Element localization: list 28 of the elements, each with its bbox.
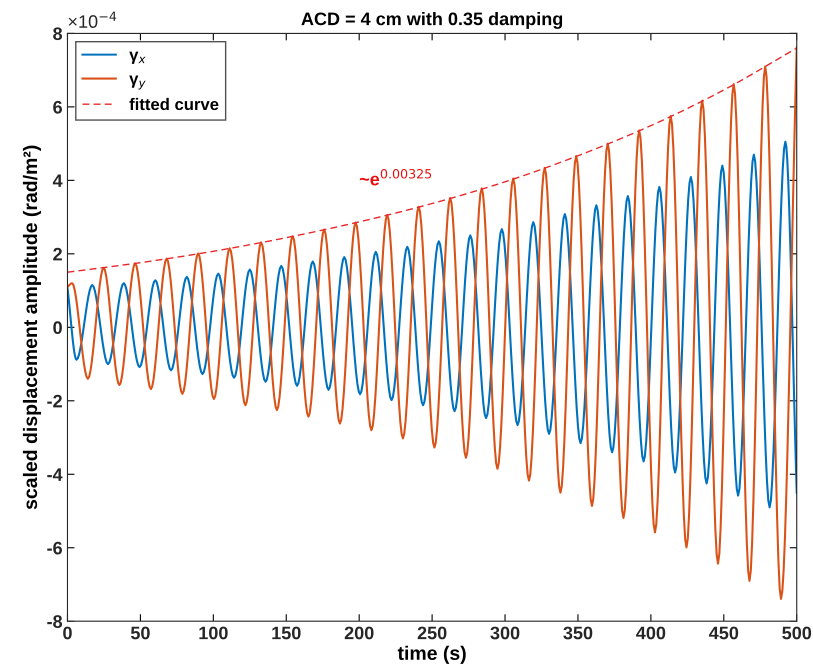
x-tick-label: 400 <box>636 626 666 640</box>
y-tick-label: 6 <box>53 100 62 114</box>
y-tick-label: 2 <box>53 248 62 260</box>
y-tick-label: -2 <box>47 394 62 408</box>
x-tick-label: 300 <box>490 626 520 640</box>
x-tick-label: 450 <box>709 626 738 640</box>
legend-label: fitted curve <box>129 98 218 110</box>
x-tick-label: 100 <box>199 626 228 640</box>
text: ×10$^{−4}$ <box>68 12 116 28</box>
x-tick-label: 250 <box>418 626 446 640</box>
x-tick-label: 500 <box>782 626 812 640</box>
y-tick-label: -8 <box>47 615 62 628</box>
x-tick-label: 200 <box>344 626 374 640</box>
x-tick-label: 0 <box>63 626 72 640</box>
y-tick-label: -6 <box>47 542 62 554</box>
chart-title: ACD = 4 cm with 0.35 damping <box>301 12 562 29</box>
y-tick-label: 4 <box>52 174 63 187</box>
y-tick-label: 0 <box>53 321 62 334</box>
y-tick-label: 8 <box>53 27 62 40</box>
y-tick-label: -4 <box>47 468 63 481</box>
legend-label: γ$_{y}$ <box>129 76 146 90</box>
x-tick-label: 50 <box>130 626 150 640</box>
x-tick-label: 150 <box>272 626 301 640</box>
x-tick-label: 350 <box>563 626 592 640</box>
y-axis-title: scaled displacement amplitude (rad/m²) <box>22 146 42 510</box>
annotation: ~e$^{0.00325}$ <box>360 169 432 186</box>
legend-label: γ$_{x}$ <box>129 52 146 64</box>
x-axis-title: time (s) <box>398 646 466 664</box>
